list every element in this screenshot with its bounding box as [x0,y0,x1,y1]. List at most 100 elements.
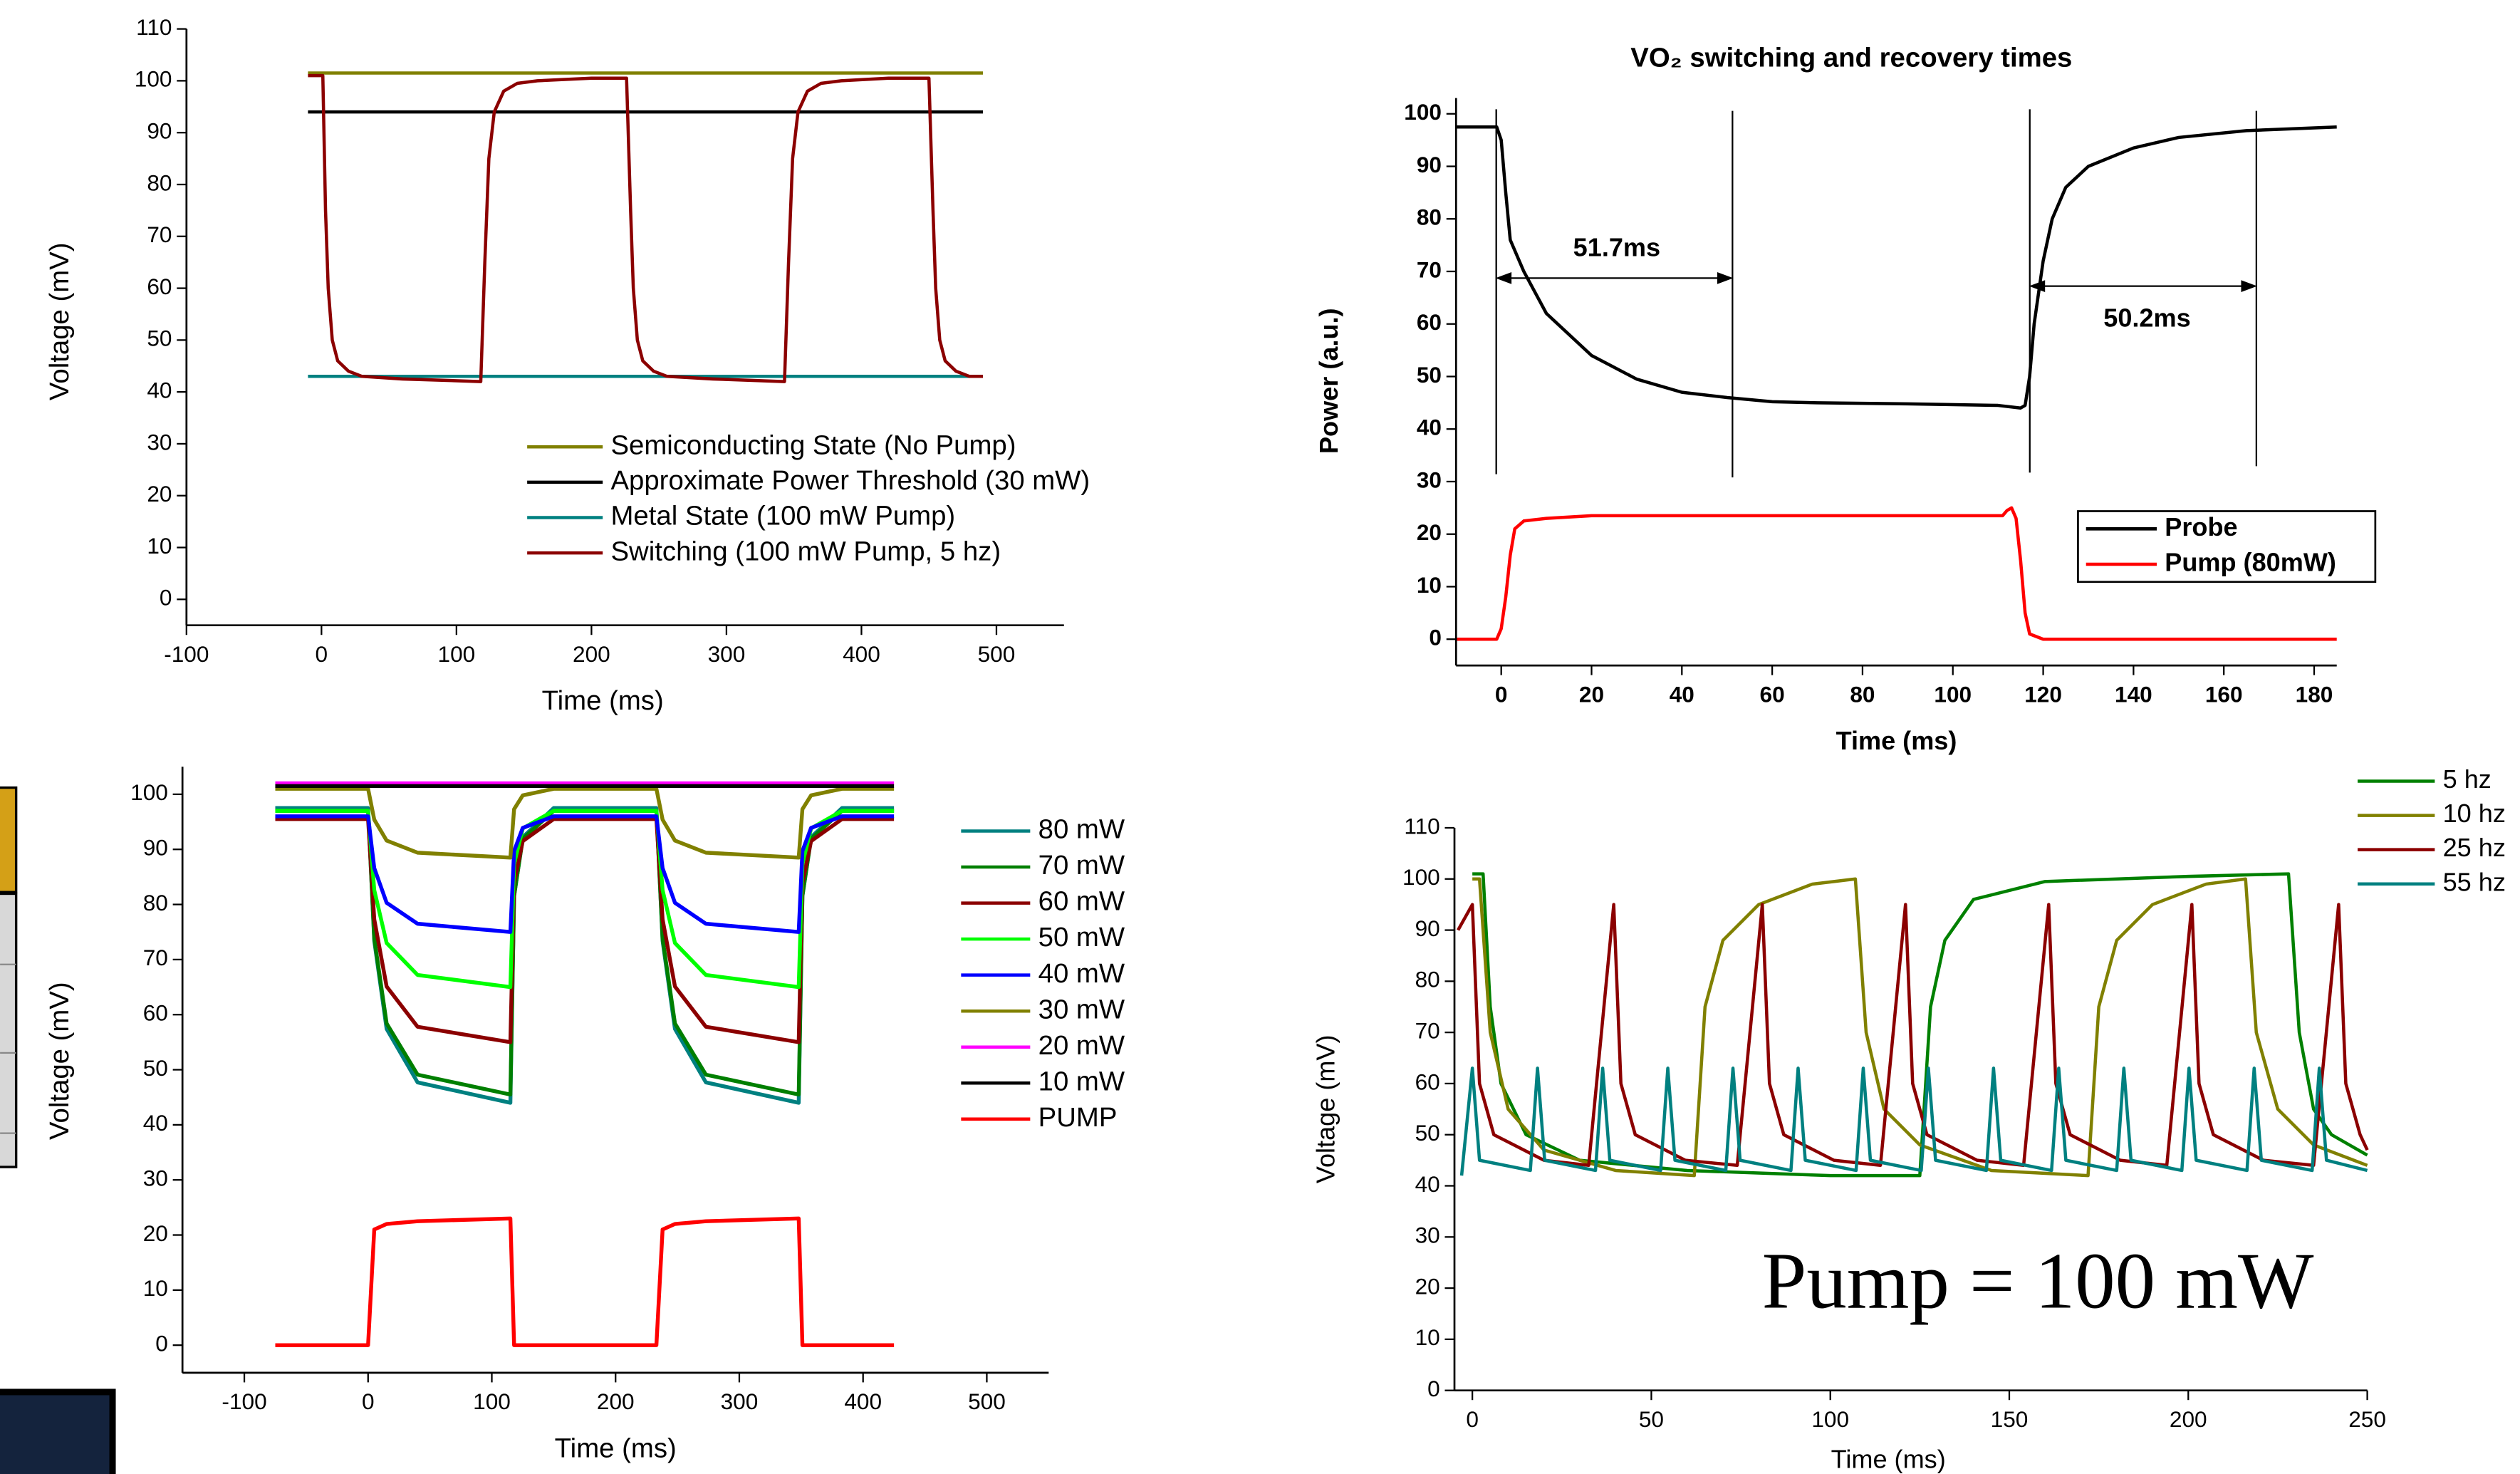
x-tick-label: 120 [2024,681,2062,707]
y-tick-label: 90 [1415,915,1440,941]
chart: 0 10 20 30 40 50 60 70 80 90 100 0 20 40 60 80 100 120 140… [1314,43,2377,755]
legend-label: Switching (100 mW Pump, 5 hz) [610,536,1001,566]
x-tick-label: 50 [1639,1406,1664,1432]
y-tick-label: 30 [1415,1223,1440,1248]
y-tick-label: 0 [155,1331,168,1356]
x-tick-label: 500 [968,1389,1006,1414]
y-tick-label: 50 [143,1055,168,1081]
y-tick-label: 100 [1402,864,1440,890]
y-tick-label: 40 [1417,415,1442,440]
legend-label: 60 mW [1038,886,1125,917]
y-tick-label: 80 [143,890,168,915]
y-tick-label: 50 [1415,1120,1440,1146]
y-tick-label: 30 [1417,467,1442,492]
edge-fragment [0,1389,116,1474]
y-tick-label: 80 [1417,204,1442,230]
y-tick-label: 10 [1415,1324,1440,1350]
y-tick-label: 80 [147,170,172,195]
legend-label: 10 mW [1038,1066,1125,1096]
y-tick-label: 110 [136,14,172,40]
x-tick-label: 100 [1934,681,1972,707]
x-tick-label: 140 [2115,681,2152,707]
y-tick-label: 70 [1417,256,1442,282]
data-line [1457,903,2369,1168]
legend-label: 70 mW [1038,850,1125,881]
y-tick-label: 50 [147,326,172,351]
data-line [275,814,895,934]
x-axis-label: Time (ms) [555,1433,677,1463]
y-tick-label: 60 [1417,309,1442,335]
y-tick-label: 60 [143,1000,168,1026]
x-tick-label: -100 [164,641,209,667]
data-line [275,787,895,860]
legend-box [2077,510,2377,583]
x-tick-label: 300 [708,641,746,667]
x-tick-label: 0 [362,1389,375,1414]
x-axis-label: Time (ms) [1831,1444,1946,1473]
x-tick-label: 200 [573,641,610,667]
y-tick-label: 40 [147,377,172,403]
y-tick-label: 90 [1417,152,1442,177]
data-line [308,73,984,383]
x-tick-label: 200 [2170,1406,2207,1432]
x-tick-label: 0 [1466,1406,1479,1432]
y-tick-label: 60 [147,274,172,299]
edge-fragment [0,892,18,1168]
y-tick-label: 100 [135,66,172,92]
x-tick-label: 400 [843,641,880,667]
annotation: Pump = 100 mW [1762,1236,2314,1325]
y-tick-label: 10 [1417,572,1442,598]
y-tick-label: 0 [1427,1376,1440,1401]
x-tick-label: 400 [844,1389,882,1414]
chart: 0 10 20 30 40 50 60 70 80 90 100 110 -100 0 100 200 300 4… [44,14,1090,716]
y-tick-label: 30 [143,1166,168,1191]
y-tick-label: 0 [1429,625,1442,650]
x-tick-label: 100 [1811,1406,1849,1432]
y-tick-label: 20 [1417,519,1442,545]
legend-label: 80 mW [1038,814,1125,845]
y-tick-label: 100 [1404,99,1442,125]
annotation: 50.2ms [2103,303,2190,333]
y-tick-label: 30 [147,429,172,455]
legend-label: 25 hz [2443,833,2506,862]
x-tick-label: 60 [1760,681,1785,707]
y-tick-label: 60 [1415,1069,1440,1094]
chart-title: VO₂ switching and recovery times [1630,43,2072,73]
annotation: 51.7ms [1573,232,1660,261]
legend-label: 40 mW [1038,958,1125,989]
edge-fragment [0,786,18,893]
legend-label: Approximate Power Threshold (30 mW) [610,465,1090,496]
chart: 0 10 20 30 40 50 60 70 80 90 100 -100 0 100 200 300 400 5… [44,767,1125,1463]
data-line [275,1216,895,1347]
x-tick-label: 20 [1579,681,1604,707]
guides [1495,109,2258,478]
legend-label: 30 mW [1038,994,1125,1024]
legend-label: Probe [2165,512,2237,541]
y-tick-label: 0 [160,585,172,611]
x-tick-label: 100 [438,641,476,667]
y-axis-label: Power (a.u.) [1314,308,1343,454]
y-tick-label: 70 [143,945,168,970]
legend-label: 55 hz [2443,867,2506,896]
x-axis-label: Time (ms) [1836,726,1957,755]
x-tick-label: 300 [721,1389,759,1414]
y-tick-label: 80 [1415,967,1440,992]
x-tick-label: 180 [2296,681,2333,707]
x-tick-label: 150 [1991,1406,2029,1432]
legend-label: 50 mW [1038,922,1125,953]
x-tick-label: 80 [1850,681,1875,707]
x-tick-label: 200 [597,1389,635,1414]
arrow-head [1495,271,1734,284]
y-tick-label: 20 [147,481,172,507]
y-axis-label: Voltage (mV) [1311,1035,1340,1184]
legend-label: 10 hz [2443,799,2506,828]
x-tick-label: 160 [2205,681,2243,707]
data-line [1456,506,2337,641]
legend-label: 5 hz [2443,764,2492,794]
x-tick-label: 0 [316,641,328,667]
y-tick-label: 110 [1404,813,1439,839]
y-tick-label: 70 [147,222,172,247]
